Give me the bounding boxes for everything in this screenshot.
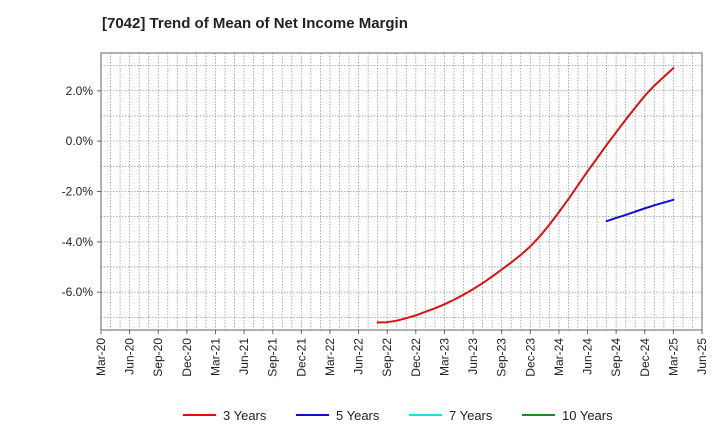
x-tick-label: Mar-24 <box>552 338 566 376</box>
legend-item-7-years: 7 Years <box>409 408 493 423</box>
x-tick-label: Mar-22 <box>323 338 337 376</box>
series-line-3-years <box>376 67 675 324</box>
series-layer <box>376 67 675 324</box>
grid <box>101 53 702 330</box>
series-line-5-years <box>605 198 675 223</box>
legend: 3 Years 5 Years 7 Years 10 Years <box>183 408 613 423</box>
x-tick-label: Mar-23 <box>437 338 451 376</box>
legend-item-3-years: 3 Years <box>183 408 267 423</box>
x-axis-ticks: Mar-20 Jun-20 Sep-20 Dec-20 Mar-21 Jun-21 Sep-… <box>94 330 709 377</box>
x-tick-label: Sep-20 <box>151 338 165 377</box>
x-tick-label: Dec-20 <box>180 338 194 377</box>
y-tick-label: -2.0% <box>62 185 94 199</box>
x-tick-label: Jun-20 <box>123 338 137 375</box>
x-tick-label: Jun-25 <box>695 338 709 375</box>
legend-label: 10 Years <box>562 408 613 423</box>
x-tick-label: Sep-21 <box>266 338 280 377</box>
y-tick-label: -4.0% <box>62 235 94 249</box>
x-tick-label: Dec-22 <box>409 338 423 377</box>
legend-item-10-years: 10 Years <box>522 408 613 423</box>
x-tick-label: Dec-24 <box>638 338 652 377</box>
x-tick-label: Jun-23 <box>466 338 480 375</box>
x-tick-label: Sep-22 <box>380 338 394 377</box>
y-tick-label: 2.0% <box>66 84 94 98</box>
x-tick-label: Mar-20 <box>94 338 108 376</box>
y-axis-ticks: 2.0% 0.0% -2.0% -4.0% -6.0% <box>62 84 101 299</box>
legend-label: 5 Years <box>336 408 380 423</box>
x-tick-label: Sep-24 <box>609 338 623 377</box>
x-tick-label: Jun-22 <box>352 338 366 375</box>
x-tick-label: Dec-21 <box>294 338 308 377</box>
x-tick-label: Jun-24 <box>581 338 595 375</box>
y-tick-label: 0.0% <box>66 134 94 148</box>
legend-item-5-years: 5 Years <box>296 408 380 423</box>
y-tick-label: -6.0% <box>62 285 94 299</box>
x-tick-label: Mar-25 <box>666 338 680 376</box>
x-tick-label: Jun-21 <box>237 338 251 375</box>
legend-label: 7 Years <box>449 408 493 423</box>
chart-title: [7042] Trend of Mean of Net Income Margi… <box>102 15 408 32</box>
legend-label: 3 Years <box>223 408 267 423</box>
x-tick-label: Dec-23 <box>523 338 537 377</box>
x-tick-label: Sep-23 <box>495 338 509 377</box>
x-tick-label: Mar-21 <box>208 338 222 376</box>
